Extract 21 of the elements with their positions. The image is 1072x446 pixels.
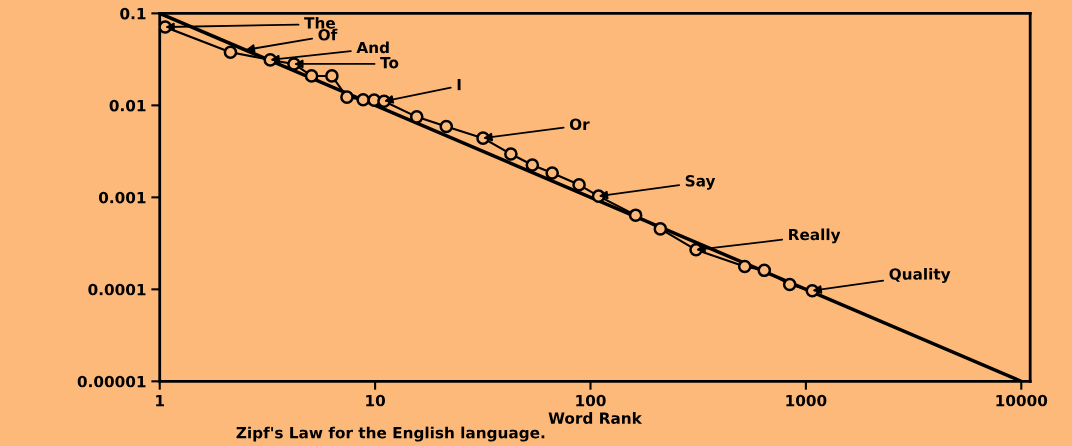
annotation: Of [318, 28, 338, 41]
annotation: To [380, 57, 399, 69]
x-tick-label: 10 [366, 394, 386, 407]
x-axis-title: Word Rank [548, 412, 643, 424]
x-tick-label: 1 [156, 394, 164, 407]
y-tick-label: 0.1 [120, 7, 146, 20]
annotation: The [304, 16, 335, 29]
x-tick-label: 1000 [786, 394, 827, 407]
annotation: Or [569, 118, 590, 131]
x-tick-label: 10000 [996, 394, 1048, 407]
y-tick-label: 0.0001 [88, 283, 146, 296]
annotation: Say [685, 175, 716, 190]
x-tick-label: 100 [576, 394, 606, 407]
annotation: I [457, 79, 461, 91]
y-tick-label: 0.00001 [77, 375, 146, 388]
annotation: Quality [889, 267, 951, 283]
text: Zipf's Law for the English language. [236, 426, 545, 442]
annotation: Really [789, 228, 841, 244]
y-tick-label: 0.01 [109, 99, 146, 112]
annotation: And [356, 41, 389, 54]
y-tick-label: 0.001 [98, 191, 146, 204]
